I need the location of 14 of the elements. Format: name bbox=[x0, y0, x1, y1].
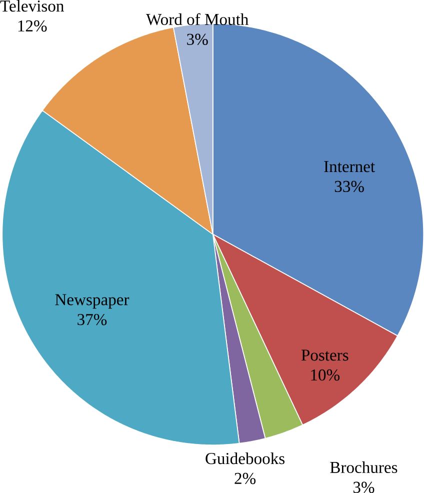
data-label: 33% bbox=[334, 180, 364, 192]
slice-label: Posters bbox=[301, 350, 348, 361]
data-label: 12% bbox=[18, 20, 47, 32]
data-label: 3% bbox=[187, 34, 208, 46]
slice-label: Word of Mouth bbox=[146, 13, 248, 26]
slice-label: Televison bbox=[0, 0, 64, 12]
data-label: 37% bbox=[78, 314, 107, 326]
data-label: 3% bbox=[353, 482, 374, 493]
data-label: 10% bbox=[311, 369, 340, 381]
slice-label: Newspaper bbox=[55, 294, 130, 309]
slice-label: Internet bbox=[324, 161, 375, 172]
slice-label: Brochures bbox=[330, 461, 398, 474]
data-label: 2% bbox=[234, 472, 256, 484]
slice-label: Guidebooks bbox=[206, 452, 284, 464]
